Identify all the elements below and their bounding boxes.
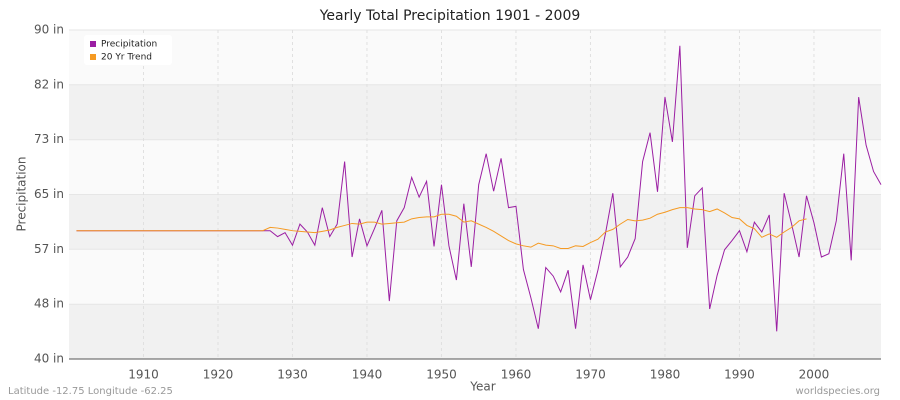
grid-band [69, 84, 881, 140]
x-tick-label: 1940 [352, 368, 383, 382]
y-tick-label: 57 in [34, 242, 64, 256]
x-tick-label: 1930 [277, 368, 308, 382]
x-tick-label: 2000 [799, 368, 830, 382]
x-tick-label: 1970 [575, 368, 606, 382]
legend-swatch [90, 54, 96, 60]
x-axis-label: Year [469, 380, 495, 394]
x-tick-label: 1990 [724, 368, 755, 382]
x-tick-label: 1980 [650, 368, 681, 382]
y-tick-label: 90 in [34, 23, 64, 37]
legend-swatch [90, 41, 96, 47]
footer-right: worldspecies.org [796, 386, 880, 397]
x-tick-label: 1920 [203, 368, 234, 382]
legend-label: Precipitation [101, 40, 157, 50]
grid-band [69, 304, 881, 359]
y-tick-label: 82 in [34, 77, 64, 91]
y-tick-label: 73 in [34, 132, 64, 146]
y-tick-label: 48 in [34, 297, 64, 311]
y-tick-label: 65 in [34, 187, 64, 201]
y-axis-label: Precipitation [15, 156, 29, 231]
y-tick-label: 40 in [34, 352, 64, 366]
chart-title: Yearly Total Precipitation 1901 - 2009 [319, 8, 581, 24]
legend-label: 20 Yr Trend [101, 53, 152, 63]
x-tick-label: 1910 [128, 368, 159, 382]
legend: Precipitation 20 Yr Trend [84, 35, 172, 65]
footer-left: Latitude -12.75 Longitude -62.25 [8, 386, 173, 397]
x-tick-label: 1950 [426, 368, 457, 382]
series-line [76, 207, 807, 249]
x-tick-label: 1960 [501, 368, 532, 382]
legend-box [84, 35, 172, 65]
